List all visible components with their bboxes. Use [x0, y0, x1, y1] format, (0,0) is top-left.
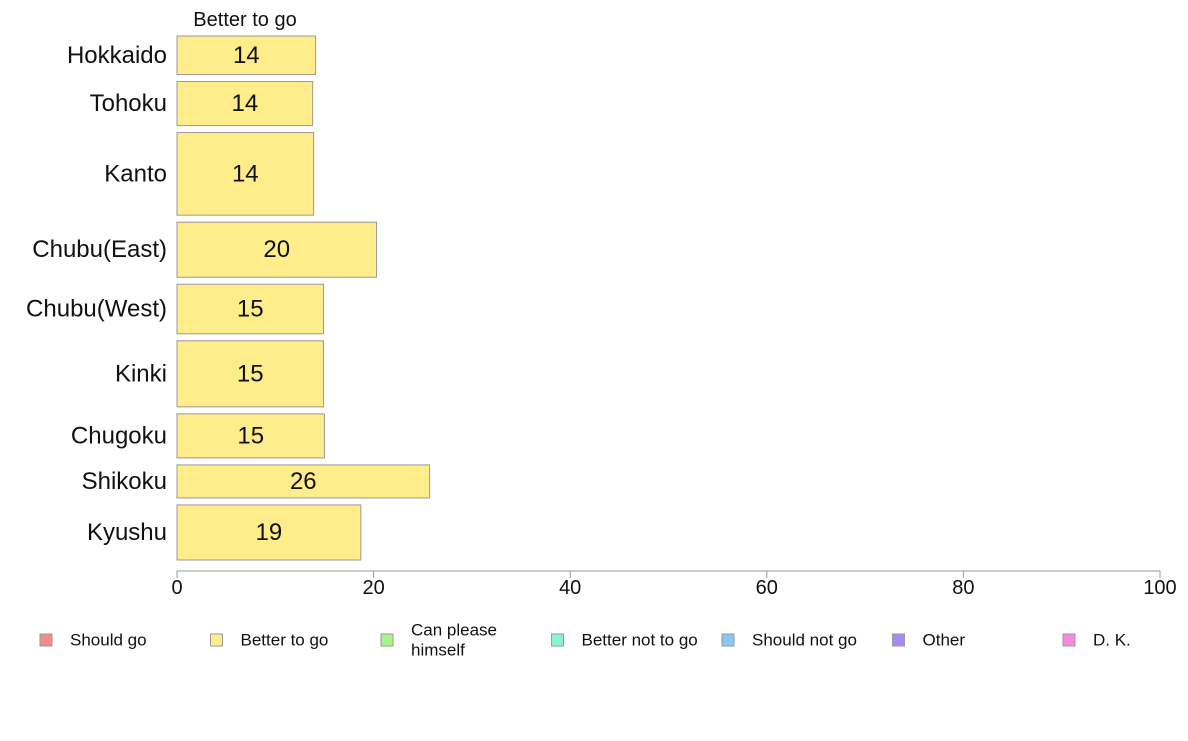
bar-segment [176, 504, 362, 561]
legend-label-line: Can please [411, 621, 497, 640]
bar-segment [176, 283, 324, 335]
category-label: Kanto [104, 160, 167, 187]
legend-label-line: Should go [70, 631, 147, 650]
category-label: Shikoku [82, 468, 167, 495]
legend-swatch [380, 633, 394, 647]
bar-value-label: 15 [237, 360, 264, 387]
x-tick-label: 60 [756, 577, 778, 599]
category-label: Kinki [115, 360, 167, 387]
category-label: Chugoku [71, 422, 167, 449]
category-labels: Hokkaido Tohoku Kanto Chubu(East) Chubu(West… [26, 42, 167, 546]
bar-segment [176, 413, 325, 459]
bar-value-label: 14 [232, 160, 259, 187]
bar-value-label: 15 [237, 296, 264, 323]
bar-segment [176, 35, 317, 76]
legend-label-line: Should not go [752, 631, 857, 650]
category-label: Chubu(West) [26, 296, 167, 323]
legend-swatch [210, 633, 223, 647]
bar-value-label: 14 [231, 90, 258, 117]
legend-label: Should go [70, 631, 147, 650]
series-header-label: Better to go [193, 9, 296, 31]
bar-value-label: 14 [233, 42, 260, 69]
legend-swatch [39, 633, 53, 647]
x-tick-label: 80 [952, 577, 974, 599]
legend-label: Should not go [752, 631, 857, 650]
legend-label: Better not to go [582, 631, 698, 650]
legend-label-line: Other [923, 631, 966, 650]
bar-segments: 14 14 14 20 15 15 15 26 19 [176, 35, 431, 561]
legend-swatch [1062, 633, 1076, 647]
series-header-layer: Better to go [193, 9, 296, 31]
bar-value-label: 20 [263, 236, 290, 263]
category-label: Kyushu [87, 519, 167, 546]
x-tick-label: 0 [171, 577, 182, 599]
bar-segment [176, 81, 314, 127]
legend-label-line: Better not to go [582, 631, 698, 650]
bar-value-label: 26 [290, 468, 317, 495]
bar-segment [176, 340, 324, 408]
category-label: Chubu(East) [32, 236, 167, 263]
x-axis: 0 20 40 60 80 100 [171, 570, 1177, 599]
bar-value-label: 19 [256, 519, 283, 546]
x-tick-label: 100 [1143, 577, 1176, 599]
x-tick-label: 40 [559, 577, 581, 599]
legend-swatch [721, 633, 735, 647]
category-label: Hokkaido [67, 42, 167, 69]
bar-segment [176, 464, 431, 499]
bar-segment [176, 132, 315, 216]
bar-value-label: 15 [237, 422, 264, 449]
legend-label-line: Better to go [241, 631, 329, 650]
category-label: Tohoku [90, 90, 167, 117]
x-tick-label: 20 [362, 577, 384, 599]
legend: Should go Better to go Can please himself Be… [39, 621, 1131, 660]
legend-label: Can please himself [411, 621, 497, 660]
legend-label: Other [923, 631, 966, 650]
bar-segment [176, 221, 378, 278]
legend-label: D. K. [1093, 631, 1131, 650]
legend-swatch [892, 633, 905, 647]
legend-label: Better to go [241, 631, 329, 650]
legend-label-line: himself [411, 641, 465, 660]
legend-swatch [551, 633, 564, 647]
legend-label-line: D. K. [1093, 631, 1131, 650]
